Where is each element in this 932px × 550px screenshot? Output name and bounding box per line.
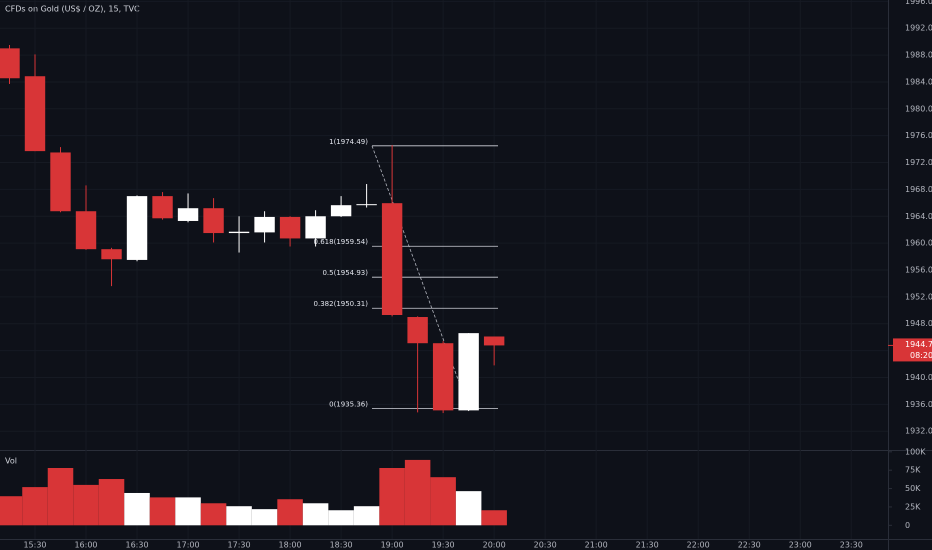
volume-bar — [22, 487, 48, 526]
candle-body — [458, 333, 479, 411]
candle-body — [279, 216, 301, 239]
candle-body — [203, 208, 224, 234]
candle-body — [24, 76, 46, 152]
volume-bar — [200, 503, 227, 526]
candle-body — [126, 196, 148, 260]
candle-body — [177, 208, 199, 221]
volume-bar — [251, 509, 278, 526]
y-tick-label: 1952.00 — [905, 292, 932, 301]
fib-trend — [371, 145, 460, 382]
candle-body — [101, 249, 122, 260]
y-tick-label: 75K — [905, 466, 921, 475]
y-tick-label: 1940.00 — [905, 373, 932, 382]
fib-label: 1(1974.49) — [329, 138, 368, 146]
last-price-label: 1944.77 — [905, 340, 932, 349]
candle-body — [254, 216, 275, 233]
volume-bar — [124, 492, 150, 526]
x-tick-label: 20:30 — [534, 541, 557, 550]
y-tick-label: 25K — [905, 502, 921, 511]
candle-body — [152, 196, 173, 219]
volume-bar — [0, 496, 23, 526]
y-tick-label: 1972.00 — [905, 158, 932, 167]
volume-bar — [149, 497, 176, 526]
y-tick-label: 1964.00 — [905, 212, 932, 221]
candle-body — [75, 211, 97, 250]
volume-bar — [481, 510, 507, 526]
volume-bar — [455, 491, 482, 526]
chart-title: CFDs on Gold (US$ / OZ), 15, TVC — [5, 5, 140, 14]
candle-body — [228, 231, 250, 234]
y-tick-label: 1980.00 — [905, 104, 932, 113]
y-tick-label: 1976.00 — [905, 131, 932, 140]
volume-title: Vol — [5, 457, 17, 466]
candle-body — [432, 343, 454, 411]
volume-bar — [98, 479, 125, 526]
x-tick-label: 21:00 — [585, 541, 608, 550]
x-tick-label: 16:30 — [126, 541, 149, 550]
y-tick-label: 1968.00 — [905, 185, 932, 194]
x-tick-label: 15:30 — [23, 541, 46, 550]
candle-body — [381, 203, 403, 315]
volume-bar — [379, 468, 405, 526]
candle-body — [50, 152, 71, 212]
y-tick-label: 1960.00 — [905, 239, 932, 248]
y-tick-label: 0 — [905, 521, 910, 530]
y-tick-label: 1996.00 — [905, 0, 932, 6]
x-tick-label: 19:00 — [381, 541, 404, 550]
volume-bar — [430, 477, 456, 526]
fib-label: 0.382(1950.31) — [314, 300, 369, 308]
candle-body — [330, 205, 352, 217]
y-tick-label: 1948.00 — [905, 319, 932, 328]
countdown-label: 08:20 — [910, 351, 932, 360]
x-tick-label: 16:00 — [74, 541, 97, 550]
volume-bar — [353, 506, 380, 526]
volume-bar — [277, 499, 303, 526]
volume-bar — [73, 484, 99, 526]
fib-label: 0.5(1954.93) — [322, 269, 368, 277]
y-tick-label: 1932.00 — [905, 427, 932, 436]
x-tick-label: 18:00 — [279, 541, 302, 550]
volume-bar — [175, 497, 201, 526]
y-tick-label: 100K — [905, 447, 926, 456]
x-tick-label: 20:00 — [483, 541, 506, 550]
volume-bar — [302, 503, 329, 526]
candle-body — [407, 317, 428, 344]
x-tick-label: 18:30 — [330, 541, 353, 550]
candle-body — [305, 216, 326, 239]
y-tick-label: 1992.00 — [905, 24, 932, 33]
x-tick-label: 17:30 — [228, 541, 251, 550]
x-tick-label: 19:30 — [432, 541, 455, 550]
x-tick-label: 23:00 — [789, 541, 812, 550]
last-price-box — [893, 338, 932, 362]
y-tick-label: 1988.00 — [905, 51, 932, 60]
x-tick-label: 22:30 — [738, 541, 761, 550]
candle-body — [483, 336, 505, 346]
x-tick-label: 22:00 — [687, 541, 710, 550]
volume-bar — [226, 506, 252, 526]
volume-bar — [404, 459, 431, 526]
x-tick-label: 17:00 — [177, 541, 200, 550]
y-tick-label: 50K — [905, 484, 921, 493]
x-tick-label: 21:30 — [636, 541, 659, 550]
volume-bar — [47, 468, 74, 526]
candle-body — [356, 204, 377, 206]
fib-label: 0.618(1959.54) — [314, 238, 369, 246]
volume-bar — [328, 510, 354, 526]
fib-label: 0(1935.36) — [329, 401, 368, 409]
y-tick-label: 1956.00 — [905, 266, 932, 275]
x-tick-label: 23:30 — [840, 541, 863, 550]
candle-body — [0, 48, 20, 79]
y-tick-label: 1984.00 — [905, 77, 932, 86]
y-tick-label: 1936.00 — [905, 400, 932, 409]
